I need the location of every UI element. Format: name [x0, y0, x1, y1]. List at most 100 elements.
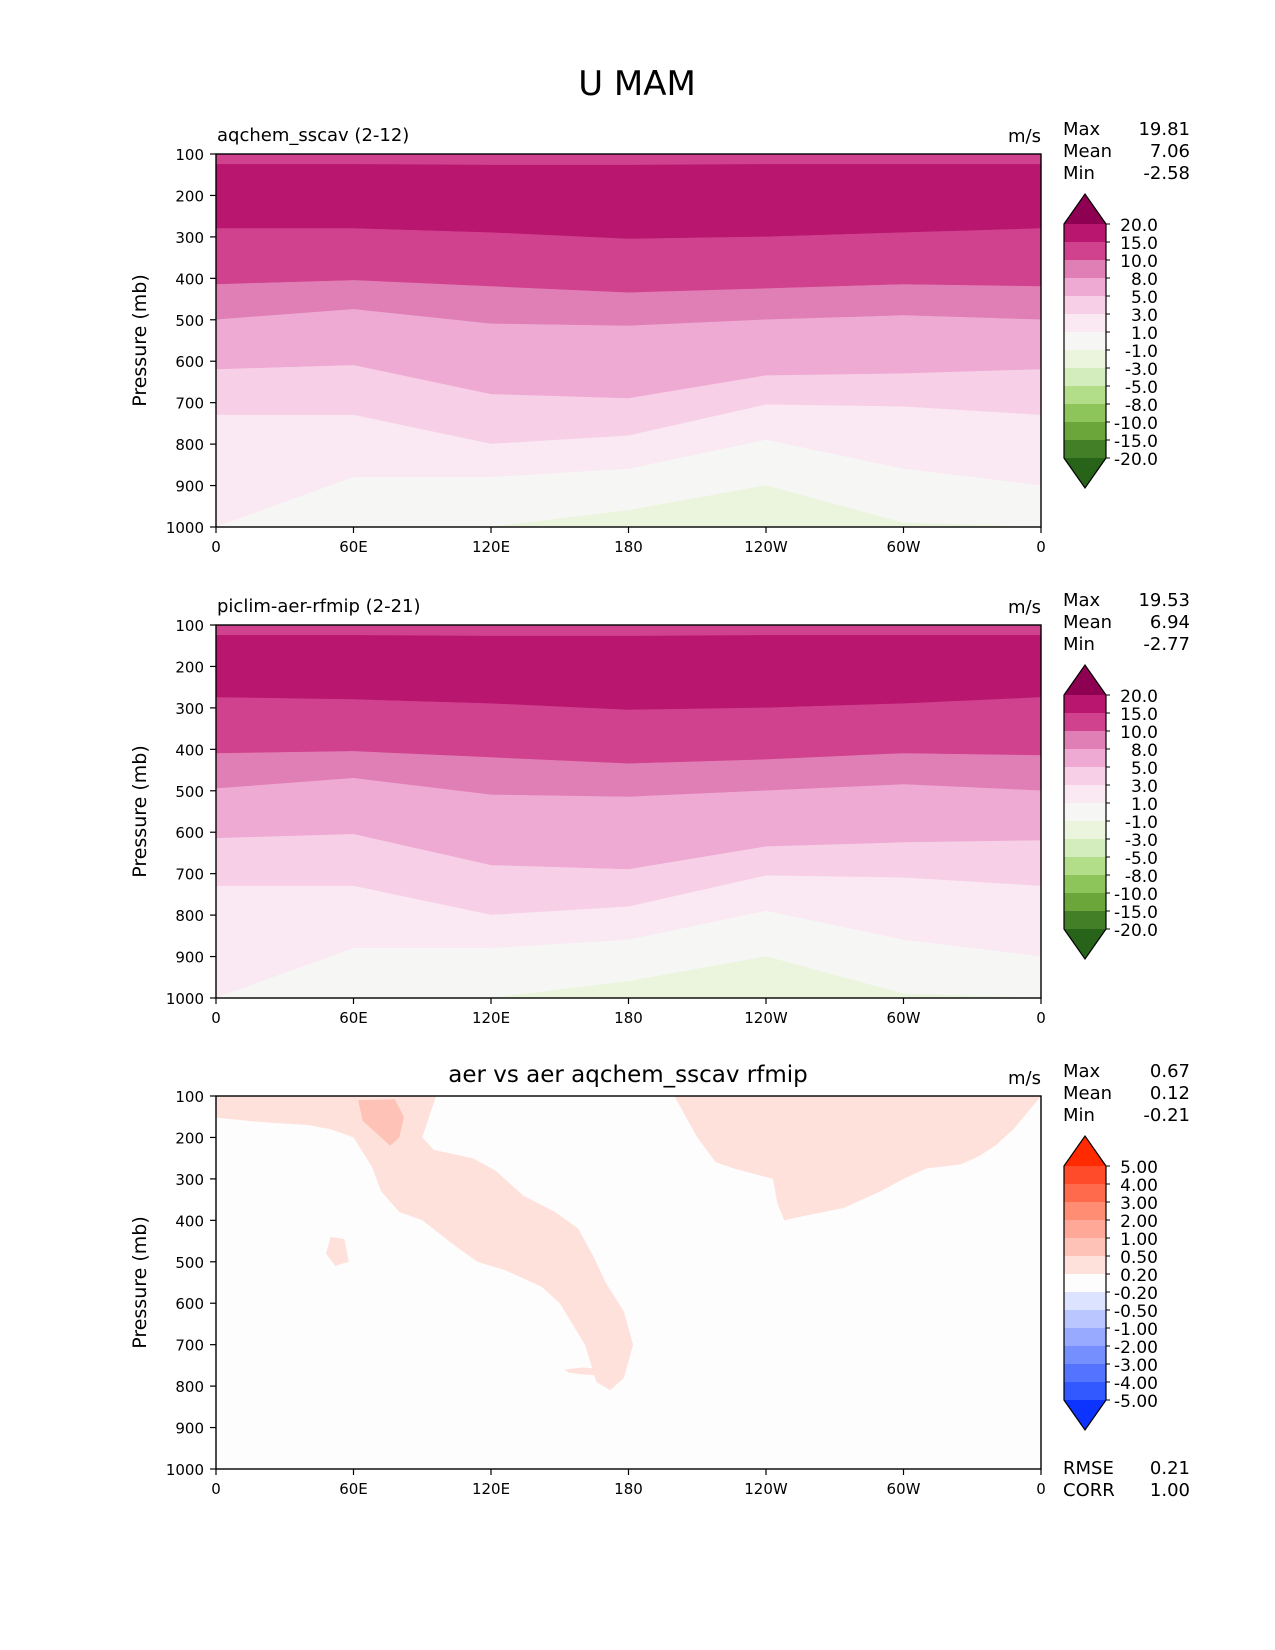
colorbar-swatch: [1064, 278, 1106, 297]
stat-value: 7.06: [1150, 141, 1190, 162]
x-tick-label: 120W: [744, 1009, 788, 1027]
stat-label: Mean: [1063, 1083, 1112, 1104]
panel-title: aer vs aer aqchem_sscav rfmip: [448, 1062, 807, 1088]
colorbar-swatch: [1064, 1238, 1106, 1257]
colorbar-label: 5.0: [1131, 288, 1158, 308]
y-tick-label: 200: [175, 1129, 204, 1147]
contour-band: [215, 153, 1042, 166]
colorbar-swatch: [1064, 875, 1106, 894]
colorbar-label: 1.00: [1120, 1230, 1158, 1250]
colorbar-label: -8.0: [1125, 867, 1158, 887]
colorbar-label: -3.0: [1125, 831, 1158, 851]
colorbar-swatch: [1064, 1274, 1106, 1293]
x-tick-label: 0: [211, 1480, 221, 1498]
stat-value: 6.94: [1150, 612, 1190, 633]
y-tick-label: 800: [175, 1378, 204, 1396]
colorbar-label: -1.0: [1125, 813, 1158, 833]
colorbar-label: -8.0: [1125, 396, 1158, 416]
contour-region: [674, 1096, 1041, 1221]
colorbar-label: -4.00: [1114, 1374, 1158, 1394]
colorbar-swatch: [1064, 260, 1106, 279]
colorbar-swatch: [1064, 350, 1106, 369]
colorbar-swatch: [1064, 1256, 1106, 1275]
colorbar-swatch: [1064, 767, 1106, 786]
y-tick-label: 500: [175, 783, 204, 801]
colorbar-swatch: [1064, 803, 1106, 822]
colorbar-label: -20.0: [1114, 450, 1158, 470]
colorbar-label: -0.50: [1114, 1302, 1158, 1322]
colorbar-swatch: [1064, 1310, 1106, 1329]
stat-label: RMSE: [1063, 1458, 1114, 1479]
x-tick-label: 60E: [339, 1009, 368, 1027]
stat-label: Min: [1063, 163, 1095, 184]
colorbar-swatch: [1064, 731, 1106, 750]
colorbar-label: -3.00: [1114, 1356, 1158, 1376]
contour-region: [326, 1236, 349, 1266]
colorbar-swatch: [1064, 440, 1106, 459]
stat-label: Min: [1063, 634, 1095, 655]
colorbar-label: 5.00: [1120, 1158, 1158, 1178]
y-tick-label: 600: [175, 1295, 204, 1313]
colorbar-label: -1.00: [1114, 1320, 1158, 1340]
colorbar-label: 3.0: [1131, 777, 1158, 797]
colorbar-label: 5.0: [1131, 759, 1158, 779]
y-tick-label: 900: [175, 478, 204, 496]
stat-value: 19.81: [1138, 119, 1190, 140]
x-tick-label: 60E: [339, 538, 368, 556]
colorbar-swatch: [1064, 314, 1106, 333]
colorbar-swatch: [1064, 1364, 1106, 1383]
stat-label: Max: [1063, 1061, 1101, 1082]
colorbar-swatch: [1064, 713, 1106, 732]
colorbar-swatch: [1064, 224, 1106, 243]
stat-value: 19.53: [1138, 590, 1190, 611]
y-axis-label: Pressure (mb): [129, 1216, 151, 1349]
y-tick-label: 400: [175, 1212, 204, 1230]
colorbar-label: 3.00: [1120, 1194, 1158, 1214]
contour-band: [215, 164, 1042, 240]
colorbar-label: -5.00: [1114, 1392, 1158, 1412]
colorbar-swatch: [1064, 1382, 1106, 1401]
contour-region: [216, 1096, 634, 1391]
x-tick-label: 0: [1036, 1480, 1046, 1498]
colorbar-label: 0.50: [1120, 1248, 1158, 1268]
stat-label: Max: [1063, 590, 1101, 611]
contour-band: [215, 624, 1042, 637]
x-tick-label: 0: [1036, 538, 1046, 556]
x-tick-label: 120E: [472, 1480, 510, 1498]
x-tick-label: 60E: [339, 1480, 368, 1498]
stat-label: Min: [1063, 1105, 1095, 1126]
x-tick-label: 180: [614, 1009, 643, 1027]
y-tick-label: 300: [175, 700, 204, 718]
contour-region: [358, 1099, 404, 1146]
y-axis-label: Pressure (mb): [129, 745, 151, 878]
y-tick-label: 900: [175, 949, 204, 967]
stat-value: 1.00: [1150, 1480, 1190, 1501]
y-tick-label: 1000: [166, 1461, 204, 1479]
stat-value: -2.77: [1143, 634, 1190, 655]
y-tick-label: 800: [175, 436, 204, 454]
colorbar-label: 10.0: [1120, 723, 1158, 743]
stat-value: -0.21: [1143, 1105, 1190, 1126]
colorbar-cap: [1064, 665, 1106, 695]
y-tick-label: 700: [175, 866, 204, 884]
colorbar-swatch: [1064, 821, 1106, 840]
x-tick-label: 120W: [744, 538, 788, 556]
stat-value: -2.58: [1143, 163, 1190, 184]
contour-region: [564, 1367, 606, 1376]
stat-label: CORR: [1063, 1480, 1115, 1501]
colorbar-swatch: [1064, 749, 1106, 768]
stat-value: 0.21: [1150, 1458, 1190, 1479]
stat-label: Max: [1063, 119, 1101, 140]
colorbar-label: 20.0: [1120, 216, 1158, 236]
figure-title: U MAM: [578, 64, 696, 104]
y-tick-label: 1000: [166, 519, 204, 537]
units-label: m/s: [1008, 1068, 1041, 1089]
colorbar-swatch: [1064, 1166, 1106, 1185]
panel-title: piclim-aer-rfmip (2-21): [217, 596, 421, 617]
colorbar-cap: [1064, 194, 1106, 224]
y-tick-label: 700: [175, 395, 204, 413]
colorbar-swatch: [1064, 1346, 1106, 1365]
panel-2: 100 200 300 400 500 600 700 800 900 1000 0 60E 120E 1…: [129, 590, 1190, 1027]
y-tick-label: 900: [175, 1420, 204, 1438]
colorbar-swatch: [1064, 911, 1106, 930]
